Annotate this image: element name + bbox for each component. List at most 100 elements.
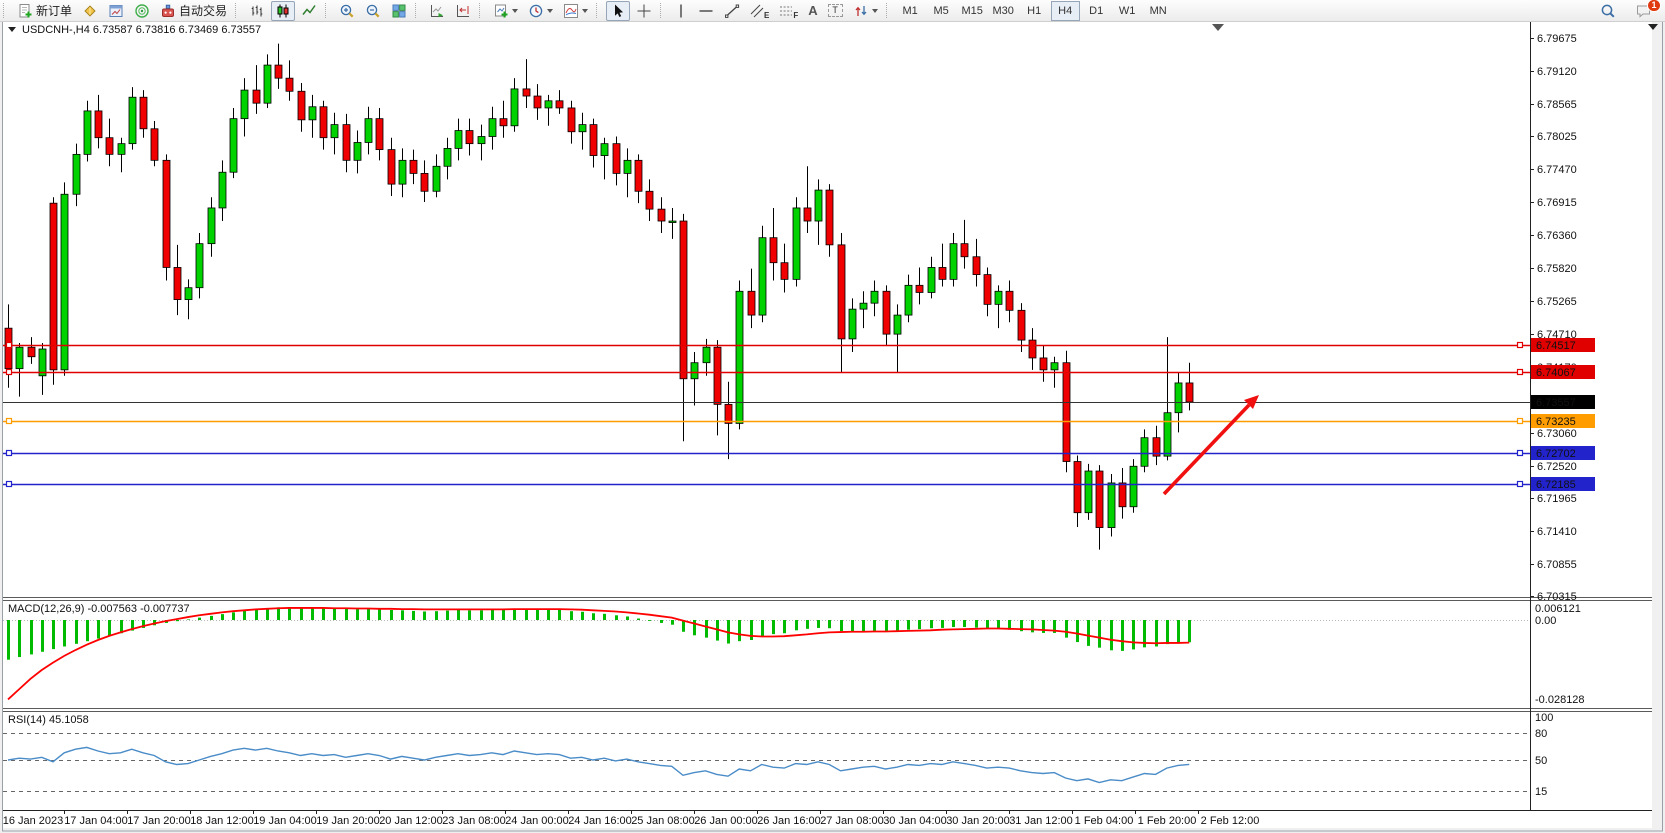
price-axis-label: 6.71410 bbox=[1537, 526, 1577, 538]
horizontal-line-tool-button[interactable] bbox=[694, 1, 718, 21]
chart-menu-arrow-icon[interactable] bbox=[8, 27, 16, 32]
chart-shift-icon bbox=[457, 4, 470, 17]
notifications-button[interactable]: 1 bbox=[1631, 0, 1661, 21]
fibonacci-glyph: F bbox=[793, 10, 799, 20]
price-badge: 6.74067 bbox=[1536, 367, 1576, 379]
pane-splitters[interactable] bbox=[3, 597, 1652, 712]
cursor-tool-button[interactable] bbox=[606, 0, 631, 21]
auto-trading-label: 自动交易 bbox=[179, 4, 228, 18]
time-axis-label: 17 Jan 20:00 bbox=[127, 815, 191, 827]
zoom-in-button[interactable] bbox=[335, 1, 359, 21]
timeframe-button-d1[interactable]: D1 bbox=[1089, 4, 1104, 17]
timeframe-button-mn[interactable]: MN bbox=[1149, 4, 1167, 17]
line-chart-mode-button[interactable] bbox=[297, 1, 321, 21]
macd-label: MACD(12,26,9) -0.007563 -0.007737 bbox=[8, 603, 190, 615]
crosshair-tool-button[interactable] bbox=[632, 1, 656, 21]
timeframe-button-h4[interactable]: H4 bbox=[1050, 0, 1080, 21]
toolbar-gripper bbox=[596, 3, 601, 18]
timeframe-button-m1[interactable]: M1 bbox=[902, 4, 918, 17]
time-axis-label: 30 Jan 04:00 bbox=[883, 815, 947, 827]
toolbar-gripper bbox=[3, 3, 8, 18]
scale-menu-arrow-icon[interactable] bbox=[1648, 24, 1658, 30]
notification-badge: 1 bbox=[1646, 0, 1661, 12]
toolbar-gripper bbox=[660, 3, 665, 18]
equidistant-channel-tool-button[interactable]: E bbox=[746, 1, 773, 21]
timeframe-button-m30[interactable]: M30 bbox=[992, 4, 1014, 17]
vertical-line-tool-button[interactable] bbox=[670, 1, 692, 21]
horizontal-level-lines[interactable] bbox=[3, 341, 1530, 488]
timeframe-group: M1 M5 M15 M30 H1 H4 D1 W1 MN bbox=[895, 0, 1174, 21]
new-chart-button[interactable] bbox=[489, 1, 522, 21]
vertical-line-icon bbox=[680, 4, 682, 17]
toolbar-right-icons: 1 bbox=[1595, 0, 1661, 21]
candlesticks bbox=[4, 43, 1194, 550]
chart-shift-button[interactable] bbox=[451, 1, 475, 21]
zoom-in-icon bbox=[340, 4, 354, 17]
search-button[interactable] bbox=[1596, 1, 1620, 21]
time-axis-label: 19 Jan 20:00 bbox=[316, 815, 380, 827]
market-watch-button[interactable] bbox=[78, 1, 102, 21]
candlestick-icon bbox=[277, 4, 289, 17]
new-order-button[interactable]: 新订单 bbox=[13, 1, 76, 21]
timeframe-button-m15[interactable]: M15 bbox=[961, 4, 983, 17]
time-axis-label: 24 Jan 16:00 bbox=[568, 815, 632, 827]
trendline-tool-button[interactable] bbox=[720, 1, 744, 21]
auto-trading-button[interactable]: 自动交易 bbox=[156, 1, 231, 21]
rsi-label: RSI(14) 45.1058 bbox=[8, 714, 89, 726]
arrows-tool-button[interactable] bbox=[849, 1, 882, 21]
dropdown-caret bbox=[582, 8, 589, 13]
price-badge: 6.73557 bbox=[1536, 397, 1576, 409]
text-label-box: T bbox=[827, 4, 843, 17]
price-axis-label: 6.76915 bbox=[1537, 197, 1577, 209]
timeframe-button-m5[interactable]: M5 bbox=[933, 4, 949, 17]
timeframe-button-w1[interactable]: W1 bbox=[1118, 4, 1136, 17]
time-axis[interactable]: 16 Jan 2023 17 Jan 04:00 17 Jan 20:00 18 Ja… bbox=[3, 810, 1652, 827]
indicators-icon bbox=[564, 3, 579, 18]
strategy-tester-button[interactable] bbox=[104, 1, 128, 21]
bar-chart-icon bbox=[251, 5, 263, 16]
text-tool-button[interactable]: A bbox=[804, 1, 821, 21]
price-axis-label: 6.79675 bbox=[1537, 33, 1577, 45]
chart-shift-marker-icon[interactable] bbox=[1212, 24, 1224, 31]
macd-axis-label: 0.00 bbox=[1535, 615, 1556, 627]
candlestick-mode-button[interactable] bbox=[271, 0, 296, 21]
tile-windows-icon bbox=[392, 4, 406, 18]
price-axis-label: 6.76360 bbox=[1537, 230, 1577, 242]
period-button[interactable] bbox=[524, 1, 557, 21]
time-axis-label: 20 Jan 12:00 bbox=[379, 815, 443, 827]
dropdown-caret bbox=[871, 8, 878, 13]
toolbar-gripper bbox=[325, 3, 330, 18]
rsi-axis-label: 100 bbox=[1535, 712, 1553, 724]
auto-scroll-icon bbox=[431, 4, 444, 17]
tile-windows-button[interactable] bbox=[387, 1, 411, 21]
timeframe-button-h1[interactable]: H1 bbox=[1027, 4, 1042, 17]
time-axis-label: 18 Jan 12:00 bbox=[190, 815, 254, 827]
price-axis-label: 6.79120 bbox=[1537, 66, 1577, 78]
price-axis-label: 6.72520 bbox=[1537, 461, 1577, 473]
chart-title-ohlc: USDCNH-,H4 6.73587 6.73816 6.73469 6.735… bbox=[22, 24, 261, 36]
cursor-icon bbox=[615, 4, 624, 17]
zoom-out-button[interactable] bbox=[361, 1, 385, 21]
toolbar-gripper bbox=[235, 3, 240, 18]
dropdown-caret bbox=[547, 8, 554, 13]
window-chart-icon bbox=[109, 4, 123, 17]
price-axis-label: 6.75820 bbox=[1537, 263, 1577, 275]
text-label-tool-button[interactable]: T bbox=[824, 1, 847, 21]
rsi-pane[interactable]: RSI(14) 45.1058 bbox=[3, 714, 1530, 792]
channel-icon bbox=[750, 4, 764, 17]
trend-arrow[interactable] bbox=[1162, 395, 1259, 496]
macd-pane[interactable]: MACD(12,26,9) -0.007563 -0.007737 bbox=[3, 603, 1530, 701]
auto-scroll-button[interactable] bbox=[425, 1, 449, 21]
channel-glyph: E bbox=[764, 10, 770, 20]
horizontal-line-icon bbox=[699, 9, 713, 12]
macd-axis-label: -0.028128 bbox=[1535, 694, 1585, 706]
zoom-out-icon bbox=[366, 4, 380, 17]
clock-icon bbox=[529, 4, 543, 17]
bar-chart-mode-button[interactable] bbox=[245, 1, 269, 21]
indicators-button[interactable] bbox=[559, 1, 592, 21]
time-axis-label: 26 Jan 00:00 bbox=[694, 815, 758, 827]
community-button[interactable] bbox=[130, 1, 154, 21]
fibonacci-tool-button[interactable]: F bbox=[775, 1, 802, 21]
